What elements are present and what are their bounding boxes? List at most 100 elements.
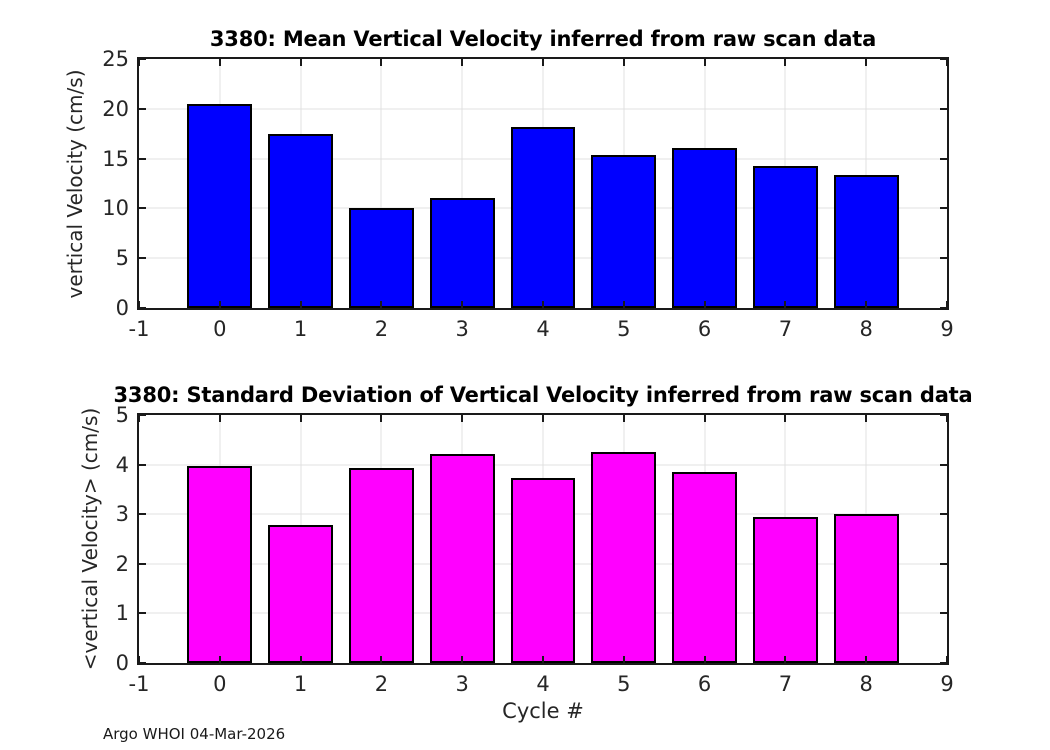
x-tick-mark (138, 415, 140, 422)
x-tick-mark (784, 415, 787, 422)
y-tick-mark (940, 463, 947, 466)
x-tick-label: 4 (536, 317, 550, 341)
bar-cycle-6 (672, 471, 737, 663)
y-tick-mark (139, 107, 146, 110)
y-tick-mark (139, 463, 146, 466)
x-tick-label: 0 (213, 672, 227, 696)
x-axis-label: Cycle # (502, 699, 584, 723)
y-tick-mark (139, 662, 146, 664)
y-tick-mark (940, 107, 947, 110)
y-tick-label: 4 (115, 452, 129, 477)
x-tick-mark (622, 301, 625, 308)
x-tick-label: 7 (778, 317, 793, 341)
y-tick-label: 20 (102, 96, 129, 121)
y-tick-label: 1 (115, 601, 129, 626)
x-tick-label: -1 (128, 317, 150, 341)
x-tick-mark (380, 59, 383, 66)
x-tick-mark (138, 301, 140, 308)
bar-cycle-4 (510, 126, 576, 308)
x-tick-mark (946, 656, 948, 663)
x-gridline (380, 59, 382, 308)
x-tick-mark (542, 301, 544, 308)
x-tick-mark (461, 415, 464, 422)
x-tick-mark (865, 59, 868, 66)
x-tick-label: 2 (374, 672, 389, 696)
x-tick-mark (703, 301, 706, 308)
y-tick-label: 15 (102, 146, 129, 171)
bar-cycle-0 (187, 465, 253, 663)
bar-cycle-3 (429, 454, 495, 663)
y-tick-mark (139, 257, 146, 260)
y-tick-label: 2 (115, 551, 129, 576)
bar-cycle-2 (349, 468, 414, 663)
x-tick-mark (299, 301, 302, 308)
y-tick-mark (139, 58, 146, 60)
y-gridline (139, 108, 947, 110)
y-tick-mark (940, 207, 947, 210)
y-tick-label: 0 (115, 651, 129, 675)
chart-title: 3380: Mean Vertical Velocity inferred fr… (209, 27, 877, 51)
x-tick-mark (946, 415, 948, 422)
bar-cycle-7 (753, 516, 818, 663)
chart-title: 3380: Standard Deviation of Vertical Vel… (113, 383, 973, 407)
y-tick-mark (940, 562, 947, 565)
x-tick-mark (542, 59, 544, 66)
x-tick-mark (461, 59, 464, 66)
bar-cycle-8 (833, 174, 899, 308)
x-tick-mark (380, 656, 383, 663)
y-tick-mark (139, 207, 146, 210)
bar-cycle-0 (187, 103, 253, 308)
y-tick-mark (139, 612, 146, 615)
x-gridline (461, 59, 463, 308)
x-tick-mark (138, 656, 140, 663)
x-tick-mark (622, 415, 625, 422)
y-tick-mark (940, 257, 947, 260)
x-tick-label: 5 (617, 672, 631, 696)
x-tick-label: 6 (697, 672, 712, 696)
x-tick-mark (622, 59, 625, 66)
x-tick-label: 6 (697, 317, 712, 341)
x-tick-label: 3 (455, 317, 469, 341)
x-tick-label: 1 (293, 672, 308, 696)
y-tick-label: 5 (115, 403, 129, 427)
x-tick-mark (218, 301, 221, 308)
y-tick-mark (940, 58, 947, 60)
x-tick-mark (542, 415, 544, 422)
std-vertical-velocity-chart: 3380: Standard Deviation of Vertical Vel… (78, 383, 973, 723)
x-tick-mark (703, 656, 706, 663)
x-tick-mark (380, 415, 383, 422)
watermark-text: Argo WHOI 04-Mar-2026 (103, 725, 286, 743)
y-tick-label: 10 (102, 196, 129, 221)
bar-cycle-1 (268, 524, 333, 663)
plot-area: -1 0 1 2 3 4 5 6 7 8 9 0 1 2 3 4 5 (116, 403, 954, 696)
x-tick-label: 2 (374, 317, 389, 341)
y-axis-label: <vertical Velocity> (cm/s) (78, 407, 102, 671)
x-tick-label: 1 (293, 317, 308, 341)
x-tick-mark (218, 59, 221, 66)
x-tick-mark (703, 59, 706, 66)
x-tick-label: 0 (213, 317, 227, 341)
x-tick-mark (865, 301, 868, 308)
plot-area: -1 0 1 2 3 4 5 6 7 8 9 0 5 10 15 20 25 (102, 47, 953, 341)
bar-cycle-4 (510, 477, 576, 663)
y-tick-mark (940, 662, 947, 664)
bar-cycle-3 (429, 198, 495, 308)
x-tick-mark (299, 415, 302, 422)
x-tick-mark (865, 415, 868, 422)
x-tick-mark (380, 301, 383, 308)
y-tick-mark (940, 612, 947, 615)
x-tick-mark (542, 656, 544, 663)
bar-cycle-7 (753, 165, 818, 308)
y-axis-label: vertical Velocity (cm/s) (63, 69, 87, 298)
bar-cycle-2 (349, 208, 414, 308)
x-tick-mark (622, 656, 625, 663)
x-tick-mark (784, 301, 787, 308)
y-tick-label: 0 (115, 296, 129, 320)
y-tick-mark (940, 414, 947, 416)
x-tick-mark (461, 656, 464, 663)
x-tick-label: 3 (455, 672, 469, 696)
bar-cycle-6 (672, 147, 737, 308)
y-tick-mark (139, 307, 146, 309)
y-tick-label: 3 (115, 502, 129, 527)
